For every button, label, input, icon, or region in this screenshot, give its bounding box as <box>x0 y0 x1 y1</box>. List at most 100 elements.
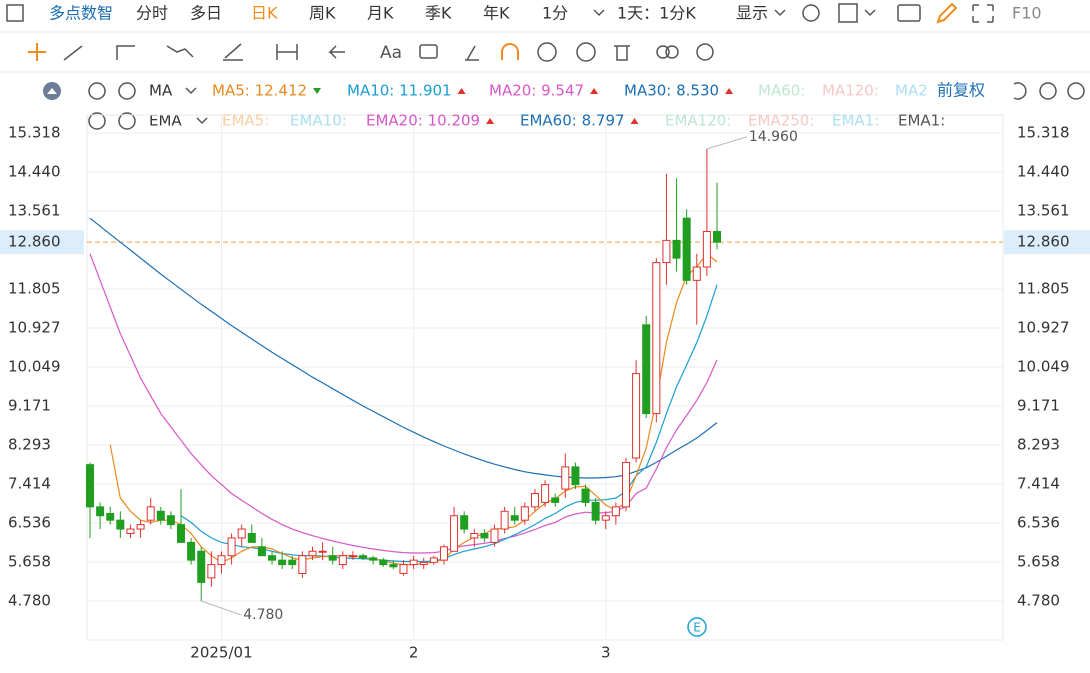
candle-body <box>318 550 327 553</box>
candle-body <box>672 239 681 259</box>
settings-icon[interactable] <box>88 112 106 130</box>
y-tick-label: 5.658 <box>8 553 51 571</box>
delete-tool[interactable] <box>614 45 630 61</box>
compare-icon[interactable] <box>665 45 679 59</box>
candle-body <box>429 557 438 563</box>
candle-body <box>480 532 489 539</box>
indicator-value: EMA20: 10.209 <box>366 112 480 130</box>
candle-body <box>359 555 368 559</box>
plot: 15.318 15.318 14.440 14.440 13.561 13.561 11.8… <box>0 114 1090 662</box>
candle-body <box>369 557 378 561</box>
line-tool[interactable] <box>63 45 83 61</box>
measure-tool[interactable] <box>276 44 298 60</box>
indicator-value: EMA1: <box>832 112 879 130</box>
hide-tool[interactable] <box>576 42 596 62</box>
y-tick-label-right: 4.780 <box>1017 592 1060 610</box>
checkbox[interactable] <box>838 3 858 23</box>
indicator-value: MA20: 9.547 <box>489 82 584 100</box>
candle-body <box>581 488 590 503</box>
candle-body <box>227 537 236 557</box>
period-tab[interactable]: 日K <box>251 4 278 23</box>
f10-button[interactable]: F10 <box>1012 4 1042 23</box>
settings-icon[interactable] <box>88 82 106 100</box>
period-tab[interactable]: 分时 <box>136 4 168 23</box>
last-price-label: 12.860 <box>8 233 61 251</box>
sync-tool[interactable] <box>537 42 557 62</box>
close-icon[interactable] <box>118 82 136 100</box>
event-icon[interactable] <box>687 617 707 637</box>
plot-frame <box>86 114 1004 641</box>
candle-body <box>86 464 94 508</box>
candle-body <box>702 230 711 268</box>
y-tick-label-right: 15.318 <box>1017 123 1070 141</box>
y-tick-label: 10.927 <box>8 319 61 337</box>
candle-body <box>520 506 529 521</box>
candle-body <box>692 266 701 281</box>
candle-body <box>288 559 297 566</box>
trend-arrow <box>457 88 466 94</box>
polyline-tool[interactable] <box>116 45 135 60</box>
x-tick-label: 2025/01 <box>190 644 252 662</box>
move-tool[interactable] <box>28 43 46 61</box>
fullscreen-icon[interactable] <box>972 4 994 23</box>
interval[interactable]: 1分 <box>542 4 568 23</box>
note-tool[interactable] <box>419 44 438 59</box>
wave-tool[interactable] <box>166 45 194 58</box>
candle-body <box>116 519 125 530</box>
candle-body <box>490 528 499 543</box>
x-tick-label: 3 <box>601 644 611 662</box>
candle-body <box>500 510 509 530</box>
period-tab[interactable]: 周K <box>309 4 336 23</box>
camera-icon[interactable] <box>897 4 921 22</box>
chevron[interactable] <box>196 117 208 125</box>
candle-body <box>530 493 539 508</box>
extreme-label: 14.960 <box>749 129 798 145</box>
extreme-leader <box>706 136 748 150</box>
chevron[interactable] <box>864 9 876 17</box>
chevron[interactable] <box>593 9 605 17</box>
arrow-tool[interactable] <box>328 45 345 59</box>
settings-icon[interactable] <box>802 4 820 22</box>
y-tick-label-right: 6.536 <box>1017 514 1060 532</box>
sidebar-toggle[interactable] <box>6 4 24 22</box>
chevron[interactable] <box>185 87 197 95</box>
fib-tool[interactable] <box>223 43 243 61</box>
candle-body <box>247 532 256 543</box>
reset-icon[interactable] <box>1013 82 1027 100</box>
zoom-out[interactable] <box>1039 82 1057 100</box>
display[interactable]: 显示 <box>736 4 768 23</box>
period-tab[interactable]: 季K <box>425 4 452 23</box>
indicator-value: MA5: 12.412 <box>212 82 307 100</box>
period-tab[interactable]: 月K <box>367 4 394 23</box>
indicator-value: EMA60: 8.797 <box>520 112 625 130</box>
range[interactable]: 1天：1分K <box>617 4 696 23</box>
text-tool[interactable]: Aa <box>380 43 402 63</box>
period-tab[interactable]: 多日 <box>190 4 222 23</box>
candle-body <box>379 559 388 566</box>
candle-body <box>662 239 671 264</box>
settings-icon[interactable] <box>696 43 714 61</box>
chevron[interactable] <box>774 9 786 17</box>
candle-body <box>146 506 155 521</box>
zoom-in[interactable] <box>1067 82 1085 100</box>
candle-body <box>632 373 641 459</box>
candle-body <box>217 555 226 566</box>
pen-icon[interactable] <box>936 2 958 24</box>
candle-body <box>268 555 277 561</box>
angle-tool[interactable] <box>465 45 479 61</box>
y-tick-label-right: 5.658 <box>1017 553 1060 571</box>
adjust-mode[interactable]: 前复权 <box>937 81 985 100</box>
second-indicator[interactable]: EMA <box>149 112 182 130</box>
main-indicator[interactable]: MA <box>149 82 173 100</box>
candle-body <box>652 262 661 415</box>
candle-body <box>571 466 580 486</box>
y-tick-label-right: 13.561 <box>1017 202 1070 220</box>
brand[interactable]: 多点数智 <box>49 4 113 23</box>
candle-body <box>237 528 246 539</box>
trend-arrow <box>725 88 734 94</box>
close-icon[interactable] <box>118 112 136 130</box>
compare-icon[interactable] <box>656 45 670 59</box>
magnet-tool[interactable] <box>501 43 519 60</box>
period-tab[interactable]: 年K <box>483 4 510 23</box>
